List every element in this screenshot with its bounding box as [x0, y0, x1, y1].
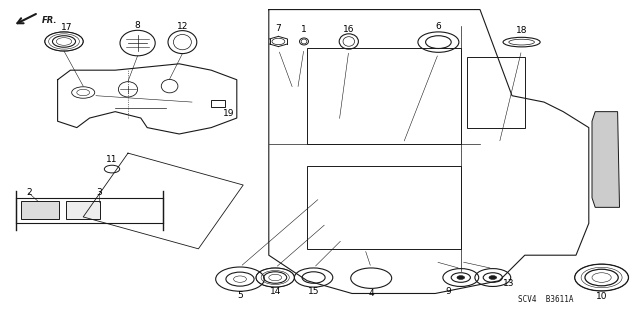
Text: 19: 19: [223, 109, 235, 118]
Text: 15: 15: [308, 287, 319, 296]
Text: 10: 10: [596, 292, 607, 300]
Text: 12: 12: [177, 22, 188, 31]
Text: 7: 7: [276, 24, 281, 33]
Text: 11: 11: [106, 155, 118, 164]
Text: 13: 13: [503, 279, 515, 288]
Text: 17: 17: [61, 23, 73, 32]
Text: 18: 18: [516, 26, 527, 35]
FancyBboxPatch shape: [21, 201, 59, 219]
Text: SCV4  B3611A: SCV4 B3611A: [518, 295, 574, 304]
FancyBboxPatch shape: [66, 201, 100, 219]
Text: 2: 2: [26, 189, 31, 197]
Text: 1: 1: [301, 25, 307, 34]
Text: 4: 4: [369, 289, 374, 298]
Text: 3: 3: [97, 189, 102, 197]
Text: 8: 8: [135, 21, 140, 30]
Circle shape: [489, 276, 497, 279]
Text: 6: 6: [436, 22, 441, 31]
Polygon shape: [592, 112, 620, 207]
Circle shape: [457, 276, 465, 279]
Text: FR.: FR.: [42, 16, 57, 25]
Text: 9: 9: [445, 287, 451, 296]
Text: 14: 14: [269, 287, 281, 296]
Text: 16: 16: [343, 25, 355, 34]
Text: 5: 5: [237, 291, 243, 300]
